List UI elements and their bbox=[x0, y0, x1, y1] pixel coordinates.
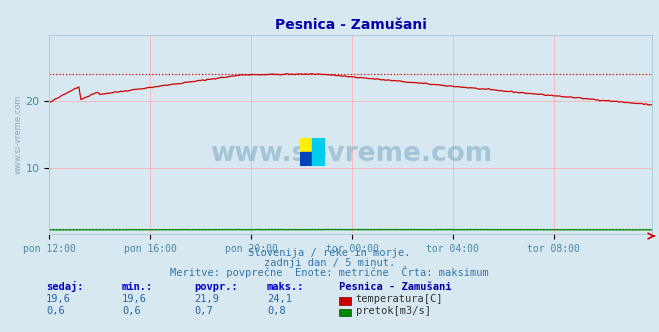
Text: www.si-vreme.com: www.si-vreme.com bbox=[210, 141, 492, 167]
Text: 19,6: 19,6 bbox=[46, 294, 71, 304]
Text: 0,7: 0,7 bbox=[194, 306, 213, 316]
Text: zadnji dan / 5 minut.: zadnji dan / 5 minut. bbox=[264, 258, 395, 268]
Text: 0,6: 0,6 bbox=[46, 306, 65, 316]
Bar bbox=[339, 297, 351, 305]
Bar bbox=[339, 309, 351, 316]
Text: 0,6: 0,6 bbox=[122, 306, 140, 316]
Text: Slovenija / reke in morje.: Slovenija / reke in morje. bbox=[248, 248, 411, 258]
Bar bbox=[300, 138, 312, 152]
Bar bbox=[312, 138, 325, 152]
Text: temperatura[C]: temperatura[C] bbox=[356, 294, 444, 304]
Text: min.:: min.: bbox=[122, 283, 153, 292]
Bar bbox=[300, 152, 312, 166]
Text: pretok[m3/s]: pretok[m3/s] bbox=[356, 306, 431, 316]
Text: 24,1: 24,1 bbox=[267, 294, 292, 304]
Text: Pesnica - Zamušani: Pesnica - Zamušani bbox=[339, 283, 452, 292]
Text: maks.:: maks.: bbox=[267, 283, 304, 292]
Y-axis label: www.si-vreme.com: www.si-vreme.com bbox=[14, 95, 23, 174]
Text: povpr.:: povpr.: bbox=[194, 283, 238, 292]
Text: 19,6: 19,6 bbox=[122, 294, 147, 304]
Text: 0,8: 0,8 bbox=[267, 306, 285, 316]
Text: sedaj:: sedaj: bbox=[46, 282, 84, 292]
Bar bbox=[312, 152, 325, 166]
Title: Pesnica - Zamušani: Pesnica - Zamušani bbox=[275, 18, 427, 32]
Text: 21,9: 21,9 bbox=[194, 294, 219, 304]
Text: Meritve: povprečne  Enote: metrične  Črta: maksimum: Meritve: povprečne Enote: metrične Črta:… bbox=[170, 266, 489, 278]
